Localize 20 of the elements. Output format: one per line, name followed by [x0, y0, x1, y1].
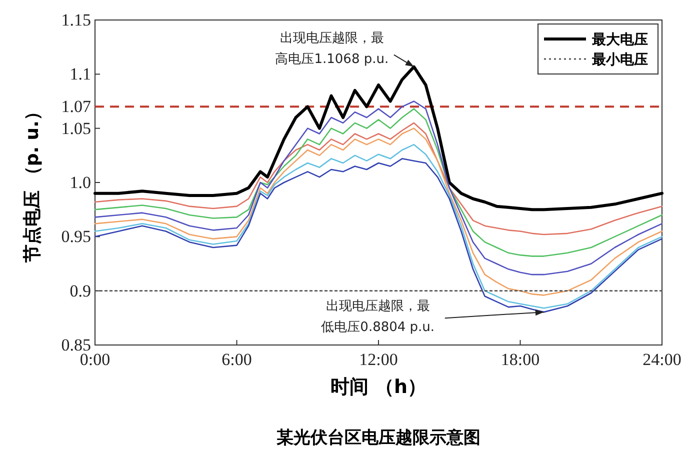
line-series: [94, 128, 663, 296]
y-tick-label: 1.15: [61, 10, 91, 30]
annotation: 出现电压越限，最高电压1.1068 p.u.: [275, 30, 389, 67]
y-tick-label: 0.9: [70, 281, 91, 300]
text: 某光伏台区电压越限示意图: [276, 428, 480, 448]
y-tick-label: 1.1: [70, 64, 91, 84]
x-tick-label: 18:00: [500, 350, 540, 370]
x-tick-label: 24:00: [642, 350, 682, 370]
legend-label: 最大电压: [591, 32, 648, 48]
y-tick-label: 1.0: [70, 172, 91, 192]
line-series: [94, 122, 663, 236]
x-tick-label: 6:00: [222, 350, 252, 370]
x-tick-label: 12:00: [359, 350, 398, 370]
legend-label: 最小电压: [591, 52, 648, 68]
annotation: 出现电压越限，最低电压0.8804 p.u.: [321, 299, 435, 336]
x-axis-title: 时间 （h）: [330, 376, 427, 398]
y-tick-label: 1.07: [61, 97, 92, 116]
y-axis-title: 节点电压 （p. u.）: [22, 102, 43, 264]
y-tick-label: 1.05: [61, 118, 91, 138]
y-tick-label: 0.95: [61, 227, 91, 246]
